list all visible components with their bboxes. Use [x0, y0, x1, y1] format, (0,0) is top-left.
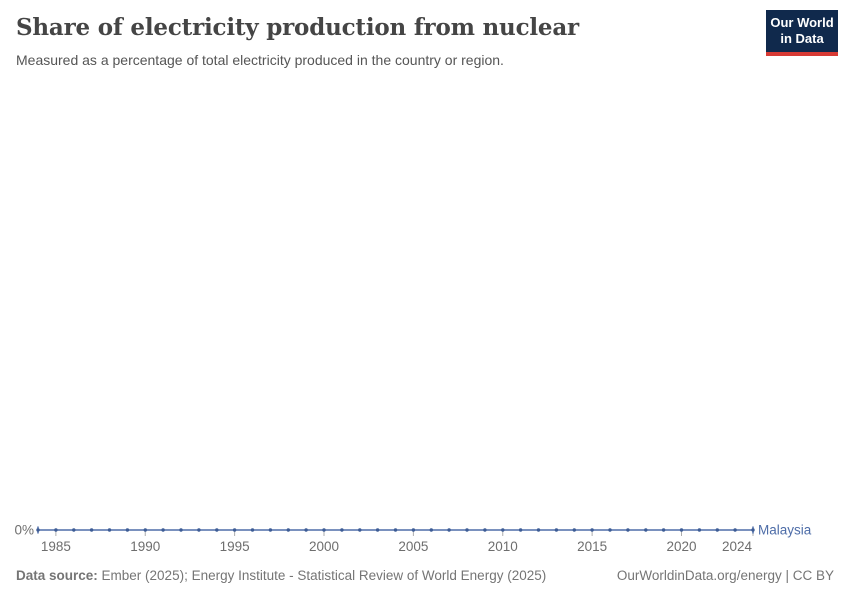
chart-title: Share of electricity production from nuc…: [16, 14, 579, 41]
owid-logo[interactable]: Our World in Data: [766, 10, 838, 56]
data-point[interactable]: [304, 528, 308, 532]
owid-logo-line2: in Data: [780, 31, 824, 46]
data-point[interactable]: [715, 528, 719, 532]
x-axis-tick-label: 2005: [398, 539, 428, 554]
x-axis-tick-label: 1990: [130, 539, 160, 554]
data-point[interactable]: [411, 528, 416, 532]
data-point[interactable]: [447, 528, 451, 532]
data-point[interactable]: [429, 528, 433, 532]
data-source-note: Data source: Ember (2025); Energy Instit…: [16, 568, 546, 583]
data-point[interactable]: [608, 528, 612, 532]
data-point[interactable]: [107, 528, 112, 532]
data-point[interactable]: [322, 528, 326, 532]
x-axis-tick-label: 1985: [41, 539, 71, 554]
data-point[interactable]: [89, 528, 94, 532]
data-point[interactable]: [286, 528, 290, 532]
y-axis-tick-label: 0%: [14, 523, 34, 538]
data-source-text: Ember (2025); Energy Institute - Statist…: [97, 568, 547, 583]
entity-label[interactable]: Malaysia: [758, 523, 812, 538]
owid-logo-line1: Our World: [770, 15, 834, 30]
x-axis-tick-label: 1995: [220, 539, 250, 554]
data-point[interactable]: [72, 528, 76, 532]
data-point[interactable]: [393, 528, 398, 532]
x-axis-tick-label: 2020: [666, 539, 696, 554]
data-point[interactable]: [375, 528, 380, 532]
x-axis-tick-label: 2000: [309, 539, 339, 554]
data-point[interactable]: [626, 528, 630, 532]
data-point[interactable]: [590, 528, 594, 532]
attribution-link[interactable]: OurWorldinData.org/energy | CC BY: [616, 568, 834, 583]
data-point[interactable]: [340, 528, 344, 532]
chart-subtitle: Measured as a percentage of total electr…: [16, 52, 504, 68]
data-point[interactable]: [518, 528, 523, 532]
data-point[interactable]: [465, 528, 469, 532]
x-axis-tick-label: 2024: [722, 539, 753, 554]
data-point[interactable]: [697, 528, 702, 532]
data-point[interactable]: [679, 528, 684, 532]
data-point[interactable]: [197, 528, 201, 532]
data-point[interactable]: [358, 528, 362, 532]
data-point[interactable]: [483, 528, 487, 532]
x-axis-tick-label: 2015: [577, 539, 607, 554]
data-point[interactable]: [125, 528, 130, 532]
data-source-label: Data source:: [16, 568, 98, 583]
data-point[interactable]: [554, 528, 559, 532]
data-point[interactable]: [143, 528, 147, 532]
data-point[interactable]: [54, 528, 58, 532]
data-point[interactable]: [661, 528, 666, 532]
data-point[interactable]: [644, 528, 648, 532]
data-point[interactable]: [215, 528, 219, 532]
data-point[interactable]: [250, 528, 255, 532]
data-point[interactable]: [751, 528, 755, 532]
data-point[interactable]: [179, 528, 183, 532]
chart-footer: Data source: Ember (2025); Energy Instit…: [16, 568, 834, 583]
data-point[interactable]: [268, 528, 273, 532]
data-point[interactable]: [501, 528, 505, 532]
data-point[interactable]: [232, 528, 237, 532]
data-point[interactable]: [733, 528, 737, 532]
data-point[interactable]: [572, 528, 576, 532]
x-axis-tick-label: 2010: [488, 539, 518, 554]
data-point[interactable]: [36, 528, 40, 532]
data-point[interactable]: [536, 528, 541, 532]
data-point[interactable]: [161, 528, 165, 532]
